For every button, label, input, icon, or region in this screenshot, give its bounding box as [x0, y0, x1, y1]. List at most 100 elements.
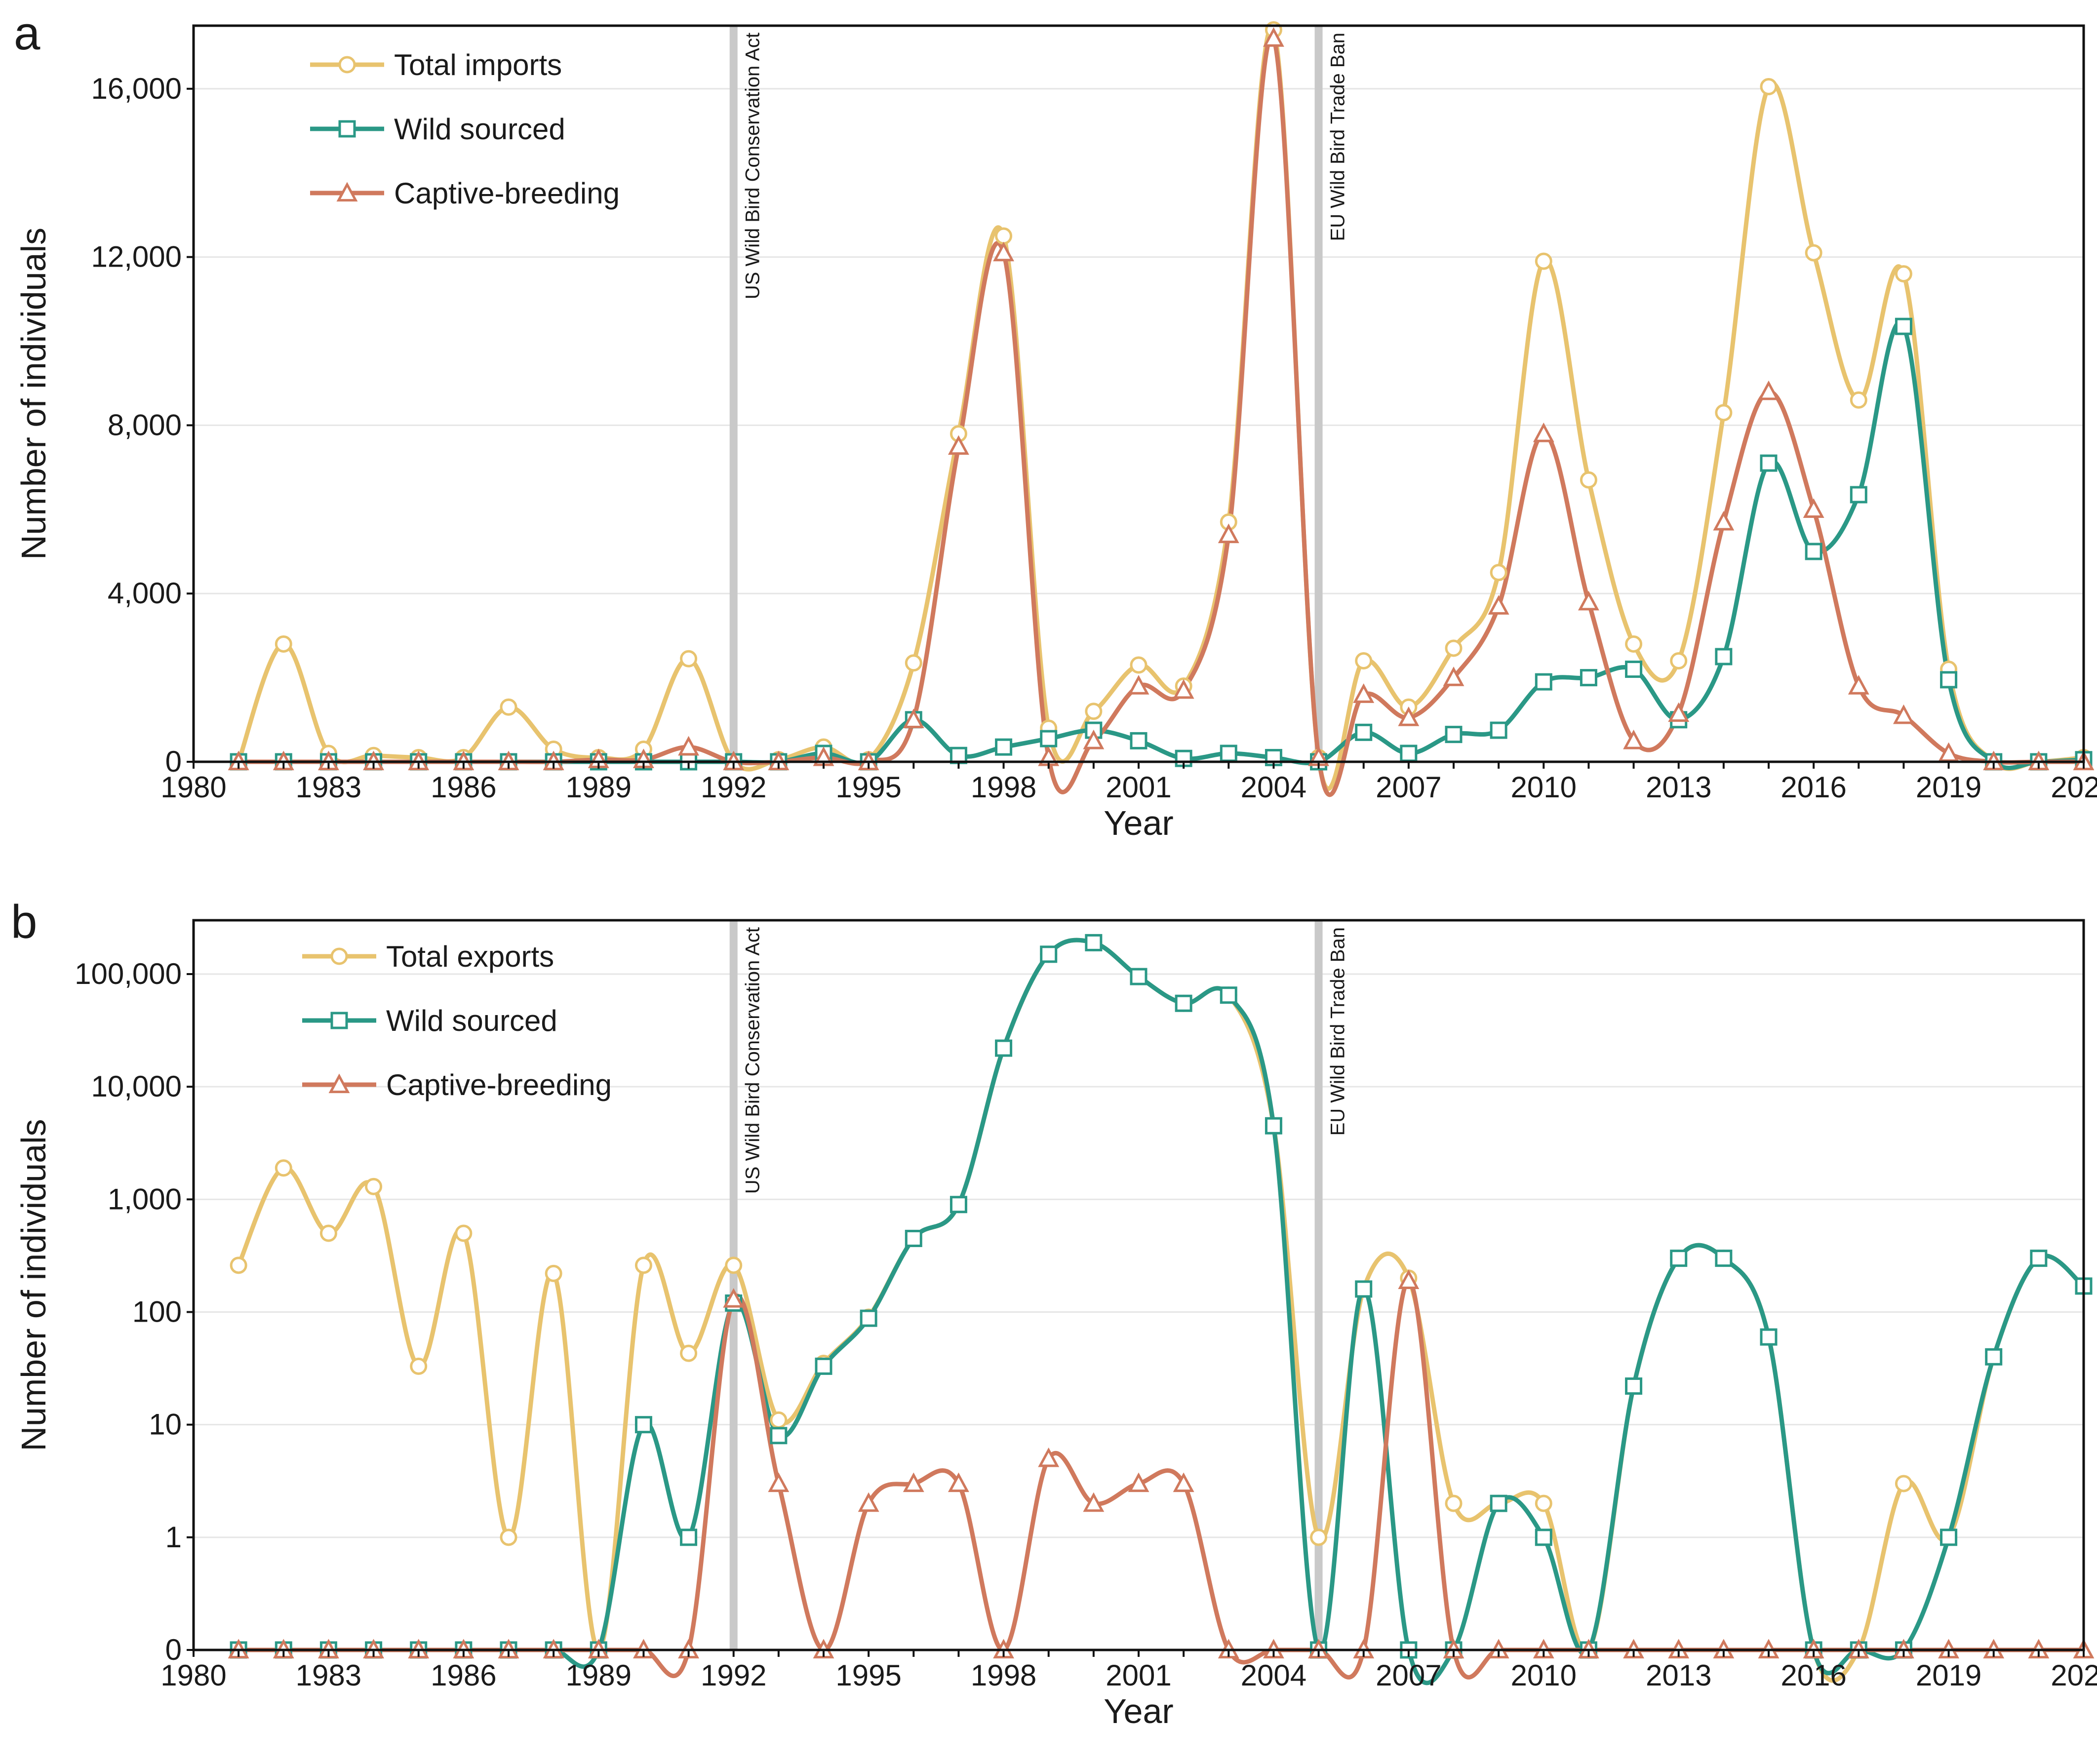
total-imports-point-1991: [680, 650, 698, 667]
total-imports-point-2013: [1670, 652, 1688, 670]
wild-sourced-point-2010: [1535, 1529, 1552, 1546]
total-exports-point-1983: [319, 1224, 337, 1242]
total-imports-point-2012: [1625, 635, 1643, 653]
captive-breeding-point-1992: [723, 1288, 745, 1308]
wild-sourced-point-2012: [1625, 1377, 1643, 1395]
x-tick-label-1992: 1992: [701, 1659, 766, 1692]
legend-marker-total-exports: [330, 947, 348, 965]
total-exports-point-2005: [1310, 1529, 1328, 1546]
legend-label-wild-sourced: Wild sourced: [386, 1004, 557, 1037]
wild-sourced-point-1998: [995, 738, 1013, 756]
wild-sourced-point-1994: [815, 1357, 832, 1375]
wild-sourced-point-2012: [1625, 661, 1643, 678]
wild-sourced-point-1991: [680, 1529, 698, 1546]
y-tick-label-8-000: 8,000: [108, 408, 182, 441]
y-tick-label-100-000: 100,000: [75, 957, 182, 990]
x-tick-label-2019: 2019: [1916, 771, 1981, 804]
x-tick-label-2022: 2022: [2051, 771, 2097, 804]
captive-breeding-point-2007: [1398, 1269, 1420, 1290]
panel-b-series: [228, 934, 2095, 1686]
y-tick-label-10: 10: [149, 1408, 182, 1441]
wild-sourced-point-2003: [1220, 745, 1237, 762]
captive-breeding-point-2018: [1893, 704, 1914, 724]
x-tick-label-2016: 2016: [1780, 771, 1846, 804]
wild-sourced-point-2015: [1760, 454, 1778, 472]
wild-sourced-point-2001: [1130, 968, 1147, 985]
captive-breeding-point-2002: [1173, 1472, 1194, 1492]
event-label-eu-ban: EU Wild Bird Trade Ban: [1327, 33, 1349, 241]
wild-sourced-point-1996: [905, 1229, 922, 1247]
panel-a-series: [228, 21, 2095, 797]
wild-sourced-point-2015: [1760, 1328, 1778, 1346]
panel-a-gridlines: [194, 88, 2084, 594]
y-tick-label-0: 0: [165, 1633, 182, 1666]
y-tick-label-100: 100: [132, 1295, 182, 1329]
x-tick-label-1980: 1980: [160, 1659, 226, 1692]
legend-label-captive-breeding: Captive-breeding: [394, 177, 620, 210]
x-tick-label-2004: 2004: [1241, 771, 1306, 804]
wild-sourced-point-1995: [860, 1309, 877, 1327]
x-tick-label-2010: 2010: [1511, 1659, 1577, 1692]
y-tick-label-16-000: 16,000: [91, 72, 182, 105]
total-imports-point-2008: [1445, 639, 1463, 657]
wild-sourced-point-2019: [1940, 671, 1958, 689]
x-tick-label-2010: 2010: [1511, 771, 1577, 804]
captive-breeding-point-2001: [1128, 675, 1149, 695]
captive-breeding-point-2013: [1668, 702, 1690, 722]
wild-sourced-point-2008: [1445, 726, 1463, 744]
wild-sourced-point-2002: [1175, 994, 1192, 1012]
total-imports-point-2011: [1580, 471, 1597, 489]
x-tick-label-1980: 1980: [160, 771, 226, 804]
legend-marker-captive-breeding: [336, 182, 358, 202]
total-exports-point-1992: [725, 1256, 743, 1274]
captive-breeding-point-2016: [1803, 498, 1824, 518]
total-imports-point-1996: [905, 654, 922, 672]
panel-a-y-axis-title: Number of individuals: [14, 228, 53, 560]
y-tick-label-10-000: 10,000: [91, 1070, 182, 1103]
captive-breeding-point-2007: [1398, 706, 1420, 726]
wild-sourced-point-1999: [1040, 945, 1058, 963]
total-imports-point-2000: [1085, 703, 1103, 720]
wild-sourced-point-2013: [1670, 1250, 1688, 1267]
captive-breeding-point-2004: [1263, 27, 1284, 47]
total-imports-point-1982: [275, 635, 292, 653]
wild-sourced-point-2007: [1400, 745, 1418, 762]
wild-sourced-point-2003: [1220, 986, 1237, 1004]
legend-label-total-exports: Total exports: [386, 940, 554, 973]
x-tick-label-2022: 2022: [2051, 1659, 2097, 1692]
wild-sourced-point-2017: [1850, 486, 1867, 504]
total-imports-point-1998: [995, 227, 1013, 245]
panel-b: b US Wild Bird Conservation Act EU Wild …: [11, 896, 2097, 1730]
x-tick-label-2019: 2019: [1916, 1659, 1981, 1692]
panel-b-y-axis: 0 1 10 100 1,000 10,000 100,000: [75, 957, 194, 1666]
wild-sourced-point-2004: [1265, 1117, 1282, 1135]
x-tick-label-2001: 2001: [1106, 771, 1171, 804]
y-tick-label-0: 0: [165, 745, 182, 778]
total-exports-point-1988: [545, 1264, 562, 1282]
legend-marker-wild-sourced: [330, 1012, 348, 1029]
wild-sourced-point-2006: [1355, 1280, 1373, 1298]
x-tick-label-1989: 1989: [566, 771, 632, 804]
wild-sourced-point-2006: [1355, 723, 1373, 741]
total-imports-point-2017: [1850, 391, 1867, 409]
total-exports-point-2018: [1895, 1475, 1912, 1492]
event-label-us-act: US Wild Bird Conservation Act: [742, 33, 764, 299]
captive-breeding-point-2014: [1713, 510, 1735, 531]
legend-marker-captive-breeding: [328, 1073, 350, 1094]
panel-a-x-axis: 1980 1983 1986 1989 1992 1995 1998 2001 2004 2007…: [160, 762, 2097, 804]
event-label-us-act: US Wild Bird Conservation Act: [742, 927, 764, 1194]
wild-sourced-point-2009: [1490, 1494, 1507, 1512]
panel-a-event-lines: US Wild Bird Conservation Act EU Wild Bi…: [729, 26, 1349, 762]
legend-marker-total-imports: [338, 56, 356, 74]
total-exports-point-1990: [634, 1256, 652, 1274]
panel-a-legend: Total imports Wild sourced Captive-breed…: [310, 48, 620, 210]
wild-sourced-point-2009: [1490, 721, 1507, 739]
x-tick-label-2013: 2013: [1646, 771, 1711, 804]
panel-b-x-axis-title: Year: [1104, 1692, 1173, 1730]
x-tick-label-1998: 1998: [971, 1659, 1036, 1692]
total-imports-point-2010: [1535, 252, 1552, 270]
legend-label-total-imports: Total imports: [394, 48, 562, 81]
captive-breeding-point-2008: [1443, 666, 1464, 686]
panel-a-letter: a: [14, 7, 40, 60]
total-exports-line: [236, 938, 2086, 1683]
